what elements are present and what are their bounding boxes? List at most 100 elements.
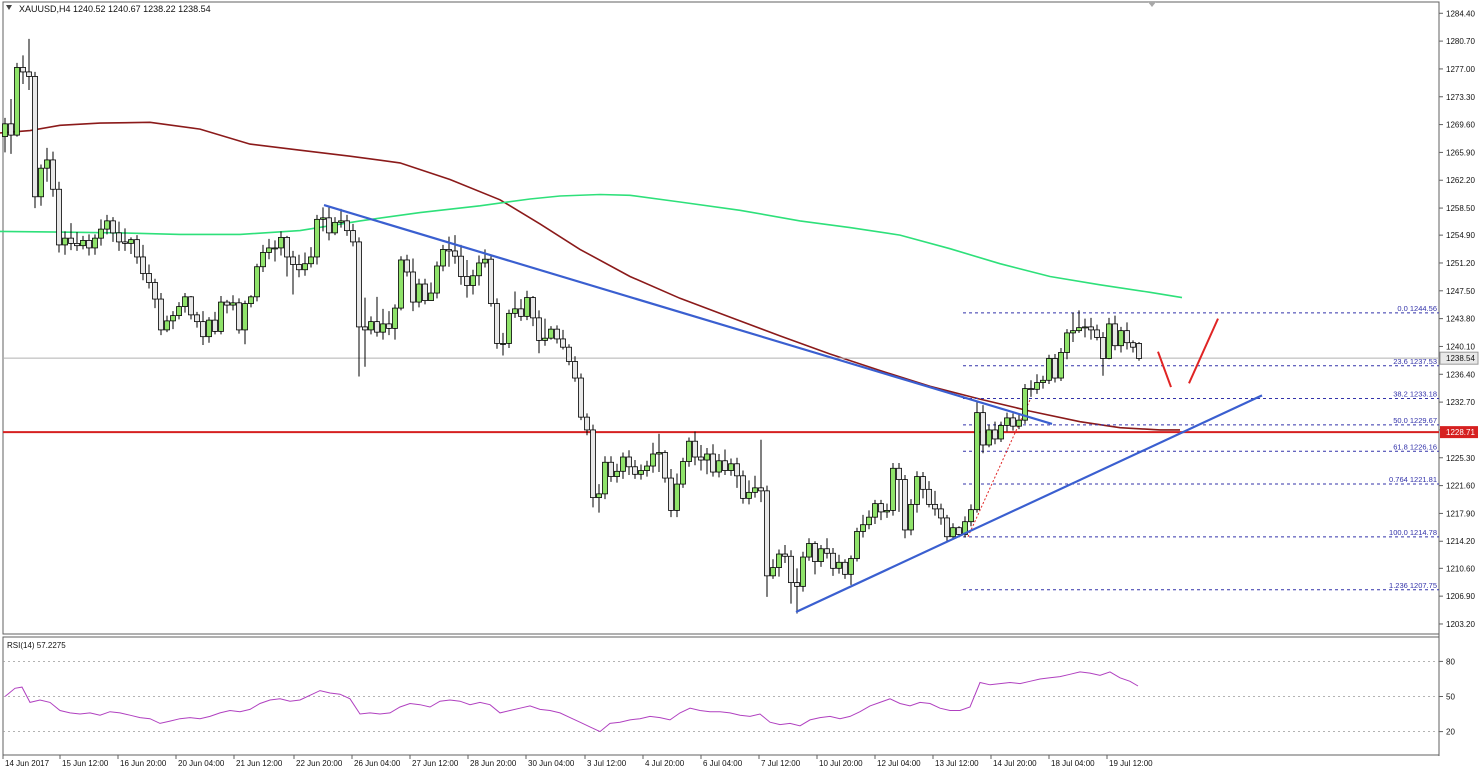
time-tick-label: 18 Jul 04:00 xyxy=(1051,759,1095,768)
bear-candle xyxy=(68,237,74,244)
bear-candle xyxy=(32,76,38,198)
bull-candle xyxy=(380,323,386,333)
moving-averages xyxy=(0,121,1183,431)
bull-candle xyxy=(542,337,548,341)
projection-arrow xyxy=(1157,351,1172,388)
bull-candle xyxy=(476,262,482,277)
rsi-line xyxy=(4,671,1139,733)
support-price-label: 1228.71 xyxy=(1446,428,1475,437)
bull-candle xyxy=(170,315,176,322)
bull-candle xyxy=(230,302,236,306)
bear-candle xyxy=(374,321,380,333)
fibonacci-retracement[interactable]: 0.0 1244.56 23.6 1237.53 38.2 1233.18 50.0 … xyxy=(963,304,1439,591)
price-tick-label: 1273.30 xyxy=(1446,93,1475,102)
fib-level-label: 0.0 1244.56 xyxy=(1397,304,1437,313)
bear-candle xyxy=(944,517,950,538)
price-tick-label: 1262.20 xyxy=(1446,176,1475,185)
bull-candle xyxy=(482,258,488,264)
bear-candle xyxy=(794,582,800,587)
bull-candle xyxy=(704,453,710,461)
time-tick-label: 21 Jun 12:00 xyxy=(236,759,283,768)
bear-candle xyxy=(290,256,296,265)
bear-candle xyxy=(572,361,578,379)
bear-candle xyxy=(236,302,242,331)
bull-candle xyxy=(644,465,650,471)
bull-candle xyxy=(242,303,248,331)
bear-candle xyxy=(158,298,164,331)
bull-candle xyxy=(332,221,338,234)
bull-candle xyxy=(62,237,68,246)
bear-candle xyxy=(356,241,362,328)
price-tick-label: 1243.80 xyxy=(1446,315,1475,324)
fib-level-label: 0.764 1221.81 xyxy=(1389,475,1437,484)
bear-candle xyxy=(992,429,998,440)
bull-candle xyxy=(416,283,422,303)
bear-candle xyxy=(26,71,32,77)
bull-candle xyxy=(866,516,872,526)
price-tick-label: 1214.20 xyxy=(1446,537,1475,546)
bear-candle xyxy=(488,258,494,304)
bull-candle xyxy=(914,476,920,505)
time-tick-label: 14 Jun 2017 xyxy=(5,759,50,768)
bull-candle xyxy=(80,240,86,247)
bull-candle xyxy=(1064,332,1070,353)
bear-candle xyxy=(410,271,416,303)
price-tick-label: 1265.90 xyxy=(1446,148,1475,157)
time-tick-label: 26 Jun 04:00 xyxy=(354,759,401,768)
bull-candle xyxy=(650,453,656,467)
projection-arrows xyxy=(1157,318,1219,388)
bull-candle xyxy=(14,67,20,136)
bull-candle xyxy=(92,237,98,249)
bear-candle xyxy=(788,555,794,584)
bear-candle xyxy=(1130,342,1136,348)
bull-candle xyxy=(1058,352,1064,379)
bull-candle xyxy=(104,220,110,230)
bull-candle xyxy=(854,531,860,559)
chart-shift-marker-icon[interactable] xyxy=(1148,2,1156,7)
support-price-tag xyxy=(1440,426,1478,439)
bull-candle xyxy=(686,440,692,462)
price-tick-label: 1269.60 xyxy=(1446,121,1475,130)
bull-candle xyxy=(800,556,806,587)
header-arrow-icon xyxy=(6,5,12,10)
bull-candle xyxy=(1076,327,1082,332)
bull-candle xyxy=(266,247,272,253)
bull-candle xyxy=(674,483,680,511)
bull-candle xyxy=(206,319,212,338)
bear-candle xyxy=(842,561,848,575)
bull-candle xyxy=(890,467,896,511)
projection-arrow xyxy=(1188,318,1219,384)
bear-candle xyxy=(1010,417,1016,427)
bull-candle xyxy=(248,296,254,304)
price-tick-label: 1284.40 xyxy=(1446,9,1475,18)
bear-candle xyxy=(1124,330,1130,344)
bear-candle xyxy=(566,346,572,362)
bear-candle xyxy=(608,461,614,477)
bull-candle xyxy=(1022,388,1028,421)
bull-candle xyxy=(1046,358,1052,381)
bull-candle xyxy=(716,460,722,473)
price-tick-label: 1254.90 xyxy=(1446,231,1475,240)
bear-candle xyxy=(122,241,128,244)
time-tick-label: 27 Jun 12:00 xyxy=(412,759,459,768)
bear-candle xyxy=(110,220,116,234)
current-price-tag xyxy=(1439,351,1479,365)
bear-candle xyxy=(590,429,596,499)
bull-candle xyxy=(314,218,320,258)
bull-candle xyxy=(860,524,866,532)
bear-candle xyxy=(698,456,704,461)
bear-candle xyxy=(134,239,140,258)
bear-candle xyxy=(518,308,524,317)
price-tick-label: 1225.30 xyxy=(1446,454,1475,463)
bull-candle xyxy=(1070,330,1076,334)
bear-candle xyxy=(932,503,938,510)
trendlines[interactable] xyxy=(323,204,1263,613)
fib-level-label: 1.236 1207.75 xyxy=(1389,581,1437,590)
bull-candle xyxy=(176,306,182,317)
bear-candle xyxy=(140,256,146,274)
bear-candle xyxy=(458,255,464,277)
bull-candle xyxy=(338,220,344,223)
bear-candle xyxy=(344,220,350,232)
fib-level-label: 50.0 1229.67 xyxy=(1393,416,1437,425)
